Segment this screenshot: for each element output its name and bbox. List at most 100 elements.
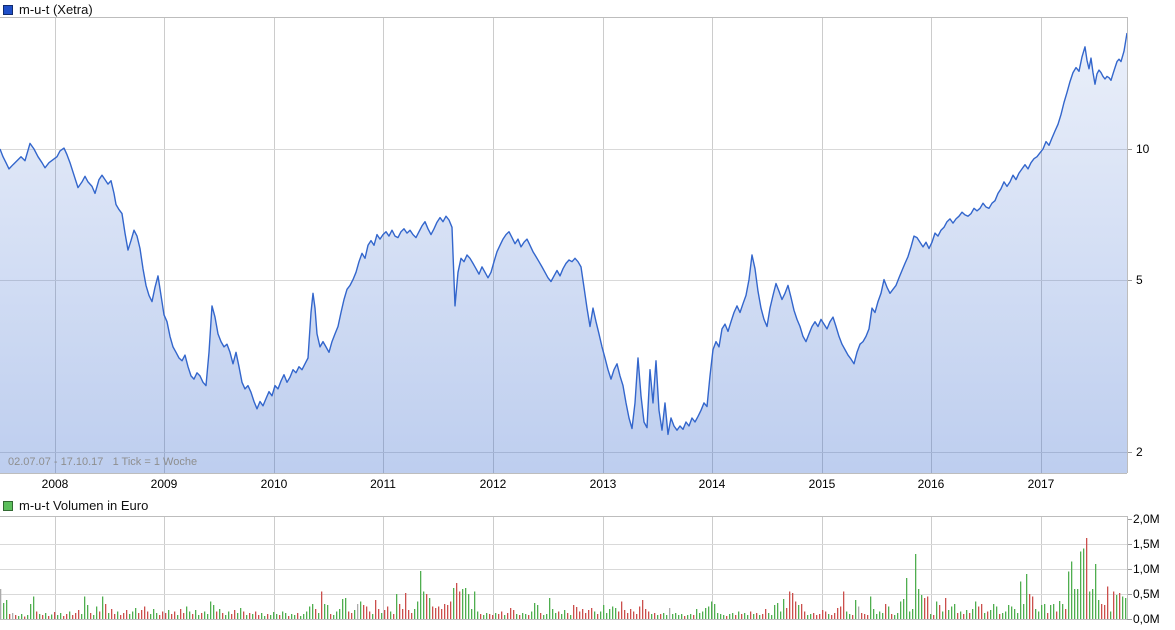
volume-bar — [1104, 605, 1106, 619]
volume-bar — [369, 611, 371, 619]
volume-bar — [957, 613, 959, 619]
volume-bar — [762, 614, 764, 619]
volume-bar — [831, 615, 833, 619]
volume-bar — [381, 613, 383, 619]
volume-bar — [681, 614, 683, 619]
price-chart-legend: m-u-t (Xetra) — [3, 3, 93, 17]
volume-bar — [399, 604, 401, 619]
volume-bar — [546, 614, 548, 619]
volume-bar — [678, 615, 680, 619]
volume-bar — [918, 589, 920, 619]
volume-bar — [213, 605, 215, 619]
volume-bar — [57, 615, 59, 619]
volume-bar — [729, 614, 731, 619]
volume-bar — [1032, 596, 1034, 619]
volume-bar — [960, 611, 962, 619]
volume-bar — [633, 611, 635, 619]
volume-bar — [558, 611, 560, 619]
volume-bar — [279, 615, 281, 619]
volume-bar — [408, 610, 410, 619]
volume-bar — [444, 604, 446, 619]
volume-bar — [1071, 561, 1073, 619]
volume-bar — [942, 611, 944, 619]
volume-bar — [441, 609, 443, 619]
volume-bar — [348, 611, 350, 619]
volume-bar — [654, 613, 656, 619]
volume-bar — [291, 614, 293, 619]
volume-bar — [603, 605, 605, 619]
volume-bar — [552, 609, 554, 619]
volume-bar — [1047, 613, 1049, 619]
volume-bar — [111, 609, 113, 619]
volume-bar — [1026, 574, 1028, 619]
volume-bar — [984, 613, 986, 619]
volume-bar — [1008, 605, 1010, 619]
volume-bar — [78, 610, 80, 619]
volume-bar — [462, 589, 464, 619]
volume-bar — [981, 604, 983, 619]
volume-bar — [1074, 589, 1076, 619]
volume-bar — [822, 610, 824, 619]
volume-bar — [1023, 604, 1025, 619]
volume-bar — [639, 606, 641, 619]
volume-bar — [144, 606, 146, 619]
volume-bar — [657, 615, 659, 619]
volume-bar — [363, 605, 365, 619]
volume-bar — [807, 615, 809, 619]
volume-bar — [114, 614, 116, 619]
volume-bar — [1113, 591, 1115, 619]
volume-bar — [714, 604, 716, 619]
volume-bar — [258, 615, 260, 619]
volume-bar — [321, 591, 323, 619]
volume-bar — [417, 601, 419, 619]
volume-bar — [498, 614, 500, 619]
volume-bar — [162, 611, 164, 619]
volume-bar — [99, 611, 101, 619]
volume-bar — [483, 615, 485, 619]
volume-bar — [975, 601, 977, 619]
volume-bar — [879, 611, 881, 619]
volume-bar — [888, 606, 890, 619]
volume-bar — [174, 611, 176, 619]
volume-bar — [201, 613, 203, 619]
volume-bar — [459, 591, 461, 619]
volume-bar — [579, 611, 581, 619]
volume-bar — [51, 614, 53, 619]
volume-bar — [987, 611, 989, 619]
volume-bar — [753, 614, 755, 619]
volume-bar — [327, 605, 329, 619]
volume-bar — [576, 607, 578, 619]
volume-bar — [129, 614, 131, 619]
volume-bar — [543, 615, 545, 619]
volume-bar — [345, 598, 347, 619]
volume-bar — [870, 596, 872, 619]
volume-chart-legend: m-u-t Volumen in Euro — [3, 499, 148, 513]
volume-bar — [825, 611, 827, 619]
volume-bar — [921, 595, 923, 619]
volume-bar — [171, 614, 173, 619]
volume-bar — [225, 615, 227, 619]
volume-bar — [396, 594, 398, 619]
volume-bar — [123, 613, 125, 619]
volume-bar — [300, 616, 302, 619]
volume-bar — [906, 578, 908, 619]
volume-bar — [615, 608, 617, 619]
volume-bar — [1077, 589, 1079, 619]
volume-bar — [1005, 611, 1007, 619]
volume-bar — [180, 609, 182, 619]
volume-bar — [750, 611, 752, 619]
volume-bar — [786, 608, 788, 619]
volume-bar — [600, 611, 602, 619]
volume-bar — [198, 615, 200, 619]
volume-bar — [735, 615, 737, 619]
volume-bar — [1017, 613, 1019, 619]
volume-bar — [141, 610, 143, 619]
volume-bar — [1041, 605, 1043, 619]
x-axis-year-label: 2011 — [370, 477, 396, 491]
volume-bar — [84, 596, 86, 619]
volume-bar — [414, 609, 416, 619]
volume-bar — [24, 616, 26, 619]
volume-bar — [447, 605, 449, 619]
volume-bar — [15, 615, 17, 619]
